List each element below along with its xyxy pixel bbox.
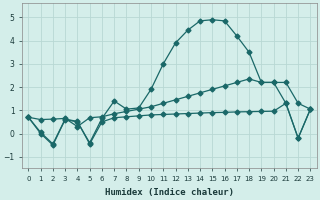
X-axis label: Humidex (Indice chaleur): Humidex (Indice chaleur) [105, 188, 234, 197]
